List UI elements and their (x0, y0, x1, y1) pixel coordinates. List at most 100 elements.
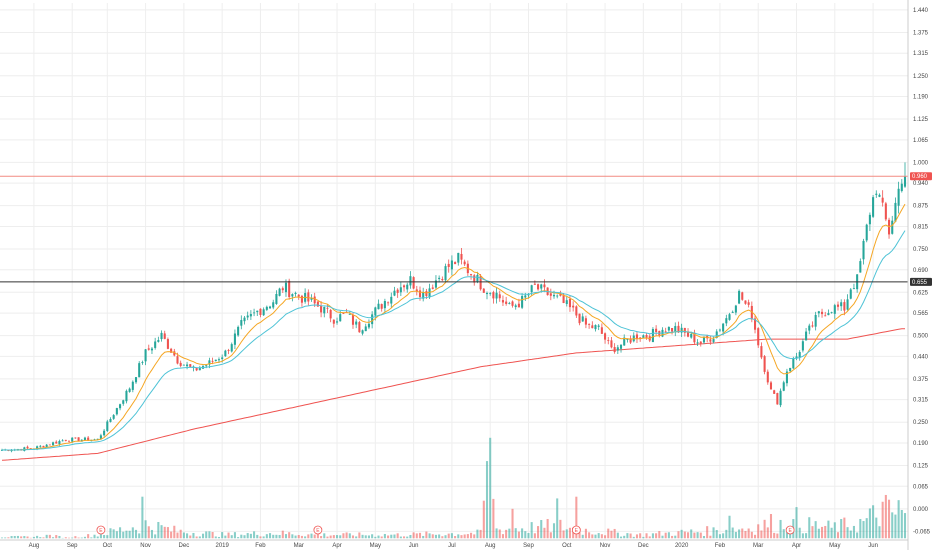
volume-bar (903, 513, 907, 539)
candle-body (897, 188, 900, 206)
candle-body (878, 194, 881, 197)
candle-body (134, 377, 138, 383)
volume-bar (189, 535, 192, 539)
candle-body (728, 314, 731, 320)
volume-bar (52, 537, 55, 539)
volume-bar (262, 536, 265, 539)
candle-body (562, 294, 565, 303)
volume-bar (412, 532, 415, 539)
y-tick-label: 0.440 (913, 354, 929, 360)
volume-bar (667, 532, 670, 539)
candle-body (268, 306, 272, 309)
candle-body (297, 294, 300, 297)
candle-body (881, 197, 884, 203)
candle-body (316, 301, 319, 307)
candle-body (243, 317, 246, 322)
earnings-marker-label: E (788, 528, 792, 534)
candle-body (588, 324, 591, 325)
volume-bar (629, 533, 632, 539)
volume-bar (795, 507, 798, 539)
y-tick-label: 0.815 (913, 224, 929, 230)
volume-bar (798, 527, 801, 539)
volume-bar (361, 534, 364, 539)
earnings-marker (96, 525, 106, 535)
volume-bar (616, 532, 619, 539)
volume-bar (492, 498, 495, 539)
volume-bar (575, 496, 578, 539)
y-tick-label: 0.940 (913, 181, 929, 187)
volume-bar (240, 534, 243, 539)
volume-bar (297, 535, 300, 539)
candle-body (671, 328, 674, 332)
volume-bar (26, 536, 29, 539)
volume-bar (383, 533, 386, 539)
volume-bar (10, 536, 13, 539)
candle-body (106, 421, 109, 431)
candle-body (74, 437, 77, 439)
volume-bar (460, 535, 463, 539)
candle-body (0, 449, 4, 451)
volume-bar (364, 535, 367, 539)
candle-body (326, 307, 329, 309)
candle-body (278, 288, 281, 296)
volume-bar (444, 535, 447, 539)
volume-bar (766, 527, 769, 539)
candle-body (505, 301, 508, 304)
candle-body (591, 325, 594, 329)
volume-bar (623, 535, 626, 539)
volume-bar (607, 528, 610, 539)
candle-body (403, 285, 406, 288)
volume-bar (900, 509, 903, 539)
volume-bar (103, 534, 106, 539)
candle-body (552, 294, 556, 297)
volume-bar (671, 535, 674, 539)
volume-bar (805, 533, 808, 539)
candle-body (291, 294, 294, 297)
grid-layer (0, 3, 908, 540)
candle-body (600, 327, 603, 334)
volume-bar (131, 527, 134, 539)
volume-bar (578, 529, 581, 539)
volume-bar (358, 532, 361, 539)
candle-body (288, 280, 291, 298)
candle-body (782, 382, 785, 391)
candle-body (351, 314, 355, 325)
volume-bar (584, 528, 587, 539)
candle-body (406, 284, 409, 290)
candle-body (237, 326, 240, 336)
candle-body (182, 364, 185, 366)
volume-bar (696, 532, 699, 539)
candle-body (45, 444, 48, 448)
volume-bar (875, 517, 878, 539)
candle-body (801, 341, 804, 351)
volume-bar (67, 537, 71, 539)
volume-bar (390, 534, 393, 539)
volume-bar (256, 534, 259, 539)
candle-body (875, 193, 878, 195)
volume-bar (141, 496, 144, 539)
candle-body (64, 439, 67, 441)
volume-bar (789, 532, 792, 539)
candle-body (307, 292, 310, 302)
candle-body (71, 437, 74, 442)
volume-bar (568, 527, 572, 539)
candle-body (814, 314, 817, 327)
candle-body (607, 340, 610, 341)
candle-body (811, 325, 814, 327)
candle-body (891, 220, 894, 234)
candle-body (498, 294, 501, 299)
volume-bar (112, 529, 115, 539)
candle-body (696, 342, 699, 344)
volume-bar (42, 537, 45, 539)
candle-body (712, 339, 715, 342)
volume-bar (476, 529, 479, 539)
volume-bar (434, 534, 437, 539)
volume-bar (39, 537, 42, 539)
volume-bar (0, 537, 4, 539)
volume-bar (801, 533, 804, 539)
volume-bar (32, 536, 35, 539)
volume-bar (307, 534, 310, 539)
volume-bar (505, 529, 508, 539)
